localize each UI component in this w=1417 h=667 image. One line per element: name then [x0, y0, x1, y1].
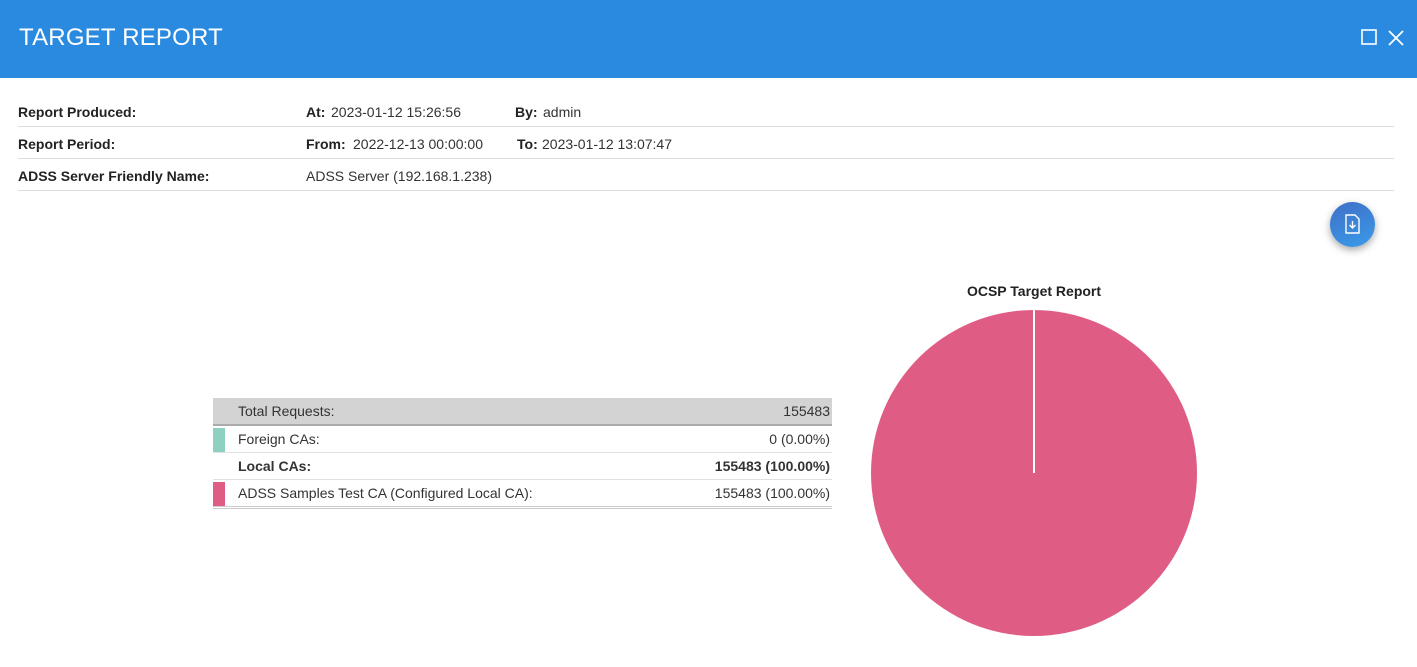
server-name-label: ADSS Server Friendly Name: — [18, 168, 210, 184]
to-label: To: — [517, 136, 538, 152]
foreign-cas-row: Foreign CAs: 0 (0.00%) — [213, 426, 832, 453]
pie-chart — [871, 310, 1197, 636]
at-label: At: — [306, 104, 326, 120]
legend-swatch — [213, 482, 225, 506]
maximize-button[interactable] — [1360, 28, 1380, 48]
by-label: By: — [515, 104, 538, 120]
local-cas-row: Local CAs: 155483 (100.00%) — [213, 453, 832, 480]
report-produced-label: Report Produced: — [18, 104, 137, 120]
stats-table: Total Requests: 155483 Foreign CAs: 0 (0… — [213, 398, 832, 509]
local-cas-label: Local CAs: — [238, 458, 312, 474]
by-value: admin — [543, 104, 582, 120]
download-report-button[interactable] — [1330, 202, 1375, 247]
total-requests-value: 155483 — [783, 403, 830, 419]
local-cas-value: 155483 (100.00%) — [714, 458, 830, 474]
from-value: 2022-12-13 00:00:00 — [353, 136, 483, 152]
to-value: 2023-01-12 13:07:47 — [542, 136, 672, 152]
total-requests-label: Total Requests: — [238, 403, 335, 419]
from-label: From: — [306, 136, 346, 152]
total-requests-row: Total Requests: 155483 — [213, 398, 832, 426]
report-produced-row: Report Produced: At: 2023-01-12 15:26:56… — [18, 94, 1394, 127]
file-download-icon — [1345, 214, 1360, 234]
legend-swatch — [213, 428, 225, 452]
adss-samples-ca-row: ADSS Samples Test CA (Configured Local C… — [213, 480, 832, 509]
foreign-cas-value: 0 (0.00%) — [769, 431, 830, 447]
report-period-row: Report Period: From: 2022-12-13 00:00:00… — [18, 126, 1394, 159]
server-name-row: ADSS Server Friendly Name: ADSS Server (… — [18, 158, 1394, 191]
chart-title: OCSP Target Report — [966, 283, 1102, 299]
report-period-label: Report Period: — [18, 136, 116, 152]
close-button[interactable] — [1386, 28, 1406, 48]
close-icon — [1388, 30, 1404, 46]
maximize-icon — [1361, 29, 1377, 45]
server-name-value: ADSS Server (192.168.1.238) — [306, 168, 492, 184]
window-title: TARGET REPORT — [19, 24, 223, 51]
title-bar: TARGET REPORT — [0, 0, 1417, 78]
adss-samples-ca-value: 155483 (100.00%) — [714, 485, 830, 501]
foreign-cas-label: Foreign CAs: — [238, 431, 320, 447]
adss-samples-ca-label: ADSS Samples Test CA (Configured Local C… — [238, 485, 533, 501]
at-value: 2023-01-12 15:26:56 — [331, 104, 461, 120]
